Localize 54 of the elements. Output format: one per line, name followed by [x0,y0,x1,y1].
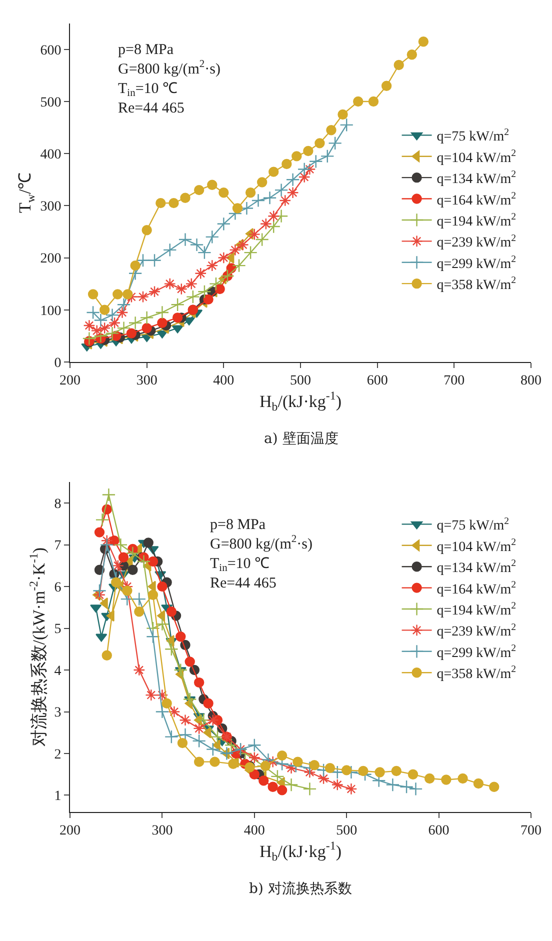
y-tick-label: 300 [40,200,62,215]
annotation: T$_{in}$=10 ℃ [118,81,178,100]
x-axis-title: H$_{b}$/(kJ·kg$^{-1}$) [260,388,342,414]
legend-label: q=134 kW/m$^{2}$ [436,169,516,188]
x-tick-label: 800 [520,374,542,389]
legend-label: q=194 kW/m$^{2}$ [436,212,516,230]
legend-label: q=194 kW/m$^{2}$ [436,600,516,618]
legend-label: q=239 kW/m$^{2}$ [436,622,516,640]
y-tick-label: 200 [40,252,62,267]
annotation: T$_{in}$=10 ℃ [210,556,270,574]
annotation: G=800 kg/(m$^{2}$·s) [210,534,312,552]
x-axis-title: H$_{b}$/(kJ·kg$^{-1}$) [260,838,342,864]
text: a) 壁面温度 [264,431,338,447]
y-tick-label: 0 [54,356,62,371]
x-tick-label: 500 [290,374,311,389]
legend-label: q=75 kW/m$^{2}$ [436,516,510,534]
annotation: p=8 MPa [210,517,266,533]
y-tick-label: 8 [54,497,62,512]
y-tick-label: 100 [40,304,62,319]
x-tick-label: 600 [366,374,388,389]
x-tick-label: 400 [213,374,234,389]
y-tick-label: 4 [54,664,62,679]
legend-label: q=299 kW/m$^{2}$ [436,642,516,661]
legend-label: q=164 kW/m$^{2}$ [436,190,516,208]
legend-label: q=104 kW/m$^{2}$ [436,148,516,166]
y-tick-label: 400 [40,147,62,162]
legend-label: q=164 kW/m$^{2}$ [436,579,516,598]
text: b) 对流换热系数 [249,881,352,897]
y-tick-label: 2 [54,747,62,762]
y-tick-label: 600 [40,43,62,58]
legend-label: q=134 kW/m$^{2}$ [436,558,516,576]
x-tick-label: 600 [428,824,450,839]
legend-label: q=358 kW/m$^{2}$ [436,275,516,294]
annotation: Re=44 465 [210,576,276,592]
annotation: Re=44 465 [118,100,184,116]
y-tick-label: 7 [54,538,62,554]
x-tick-label: 300 [136,374,158,389]
legend-label: q=358 kW/m$^{2}$ [436,664,516,682]
y-tick-label: 6 [54,580,62,596]
x-tick-label: 400 [244,824,265,839]
x-tick-label: 700 [520,824,542,839]
legend-label: q=75 kW/m$^{2}$ [436,126,510,145]
x-tick-label: 300 [152,824,173,839]
legend-label: q=104 kW/m$^{2}$ [436,536,516,555]
y-tick-label: 1 [54,789,62,804]
y-tick-label: 5 [54,622,62,638]
annotation: G=800 kg/(m$^{2}$·s) [118,59,220,78]
annotation: p=8 MPa [118,42,174,58]
legend-label: q=239 kW/m$^{2}$ [436,232,516,251]
y-tick-label: 500 [40,95,62,110]
legend-label: q=299 kW/m$^{2}$ [436,254,516,272]
x-tick-label: 500 [336,824,358,839]
x-tick-label: 700 [444,374,465,389]
y-tick-label: 3 [54,706,62,721]
